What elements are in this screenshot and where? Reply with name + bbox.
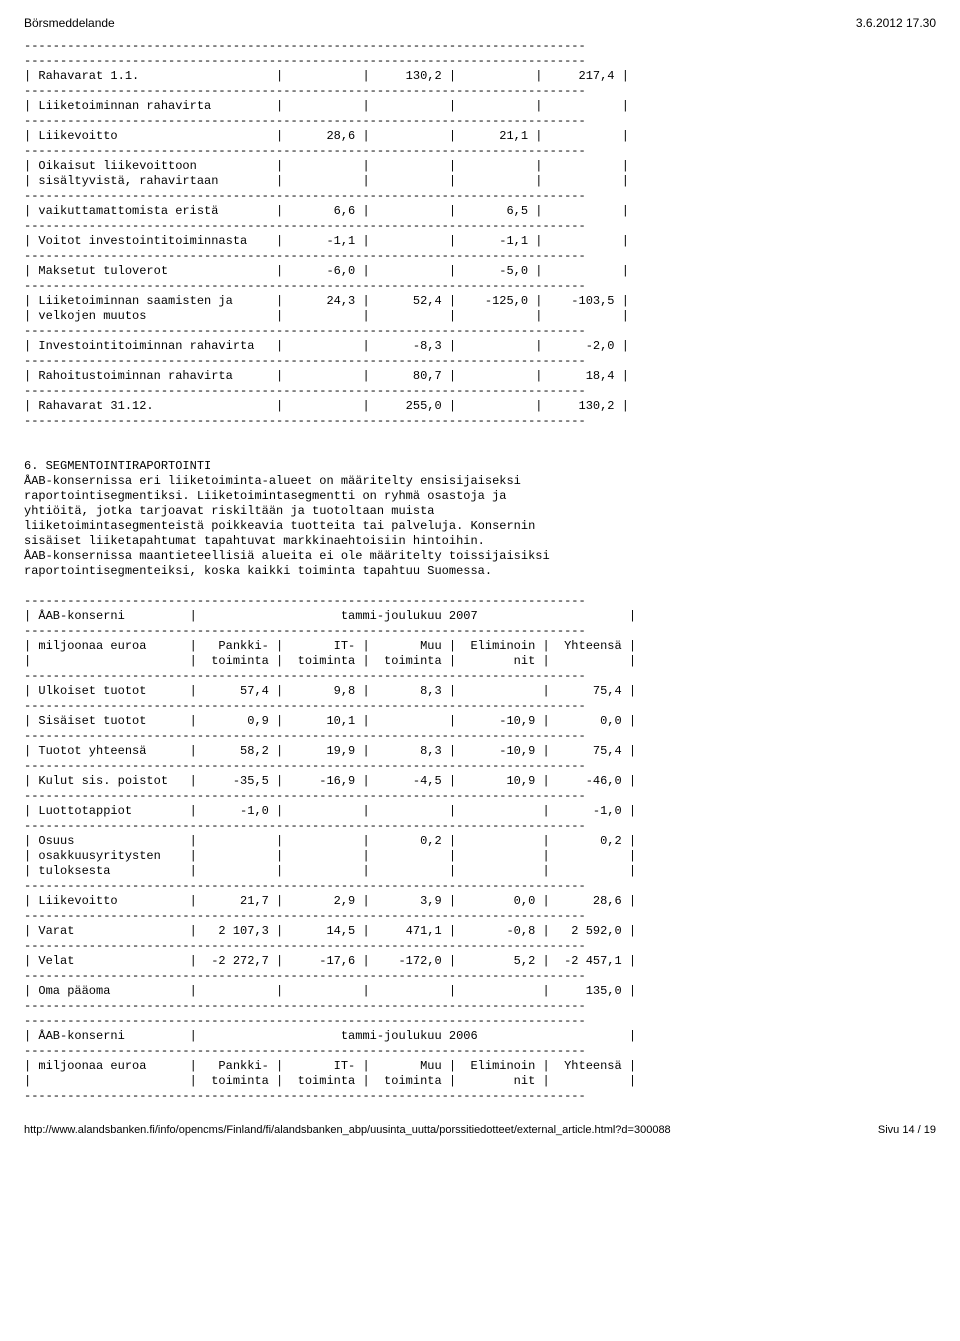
- document-body: ----------------------------------------…: [24, 39, 936, 1104]
- footer-url: http://www.alandsbanken.fi/info/opencms/…: [24, 1124, 671, 1138]
- header-title: Börsmeddelande: [24, 16, 115, 31]
- header-datetime: 3.6.2012 17.30: [856, 16, 936, 31]
- footer-page-number: Sivu 14 / 19: [878, 1124, 936, 1138]
- page-footer: http://www.alandsbanken.fi/info/opencms/…: [24, 1124, 936, 1138]
- page-header: Börsmeddelande 3.6.2012 17.30: [24, 16, 936, 31]
